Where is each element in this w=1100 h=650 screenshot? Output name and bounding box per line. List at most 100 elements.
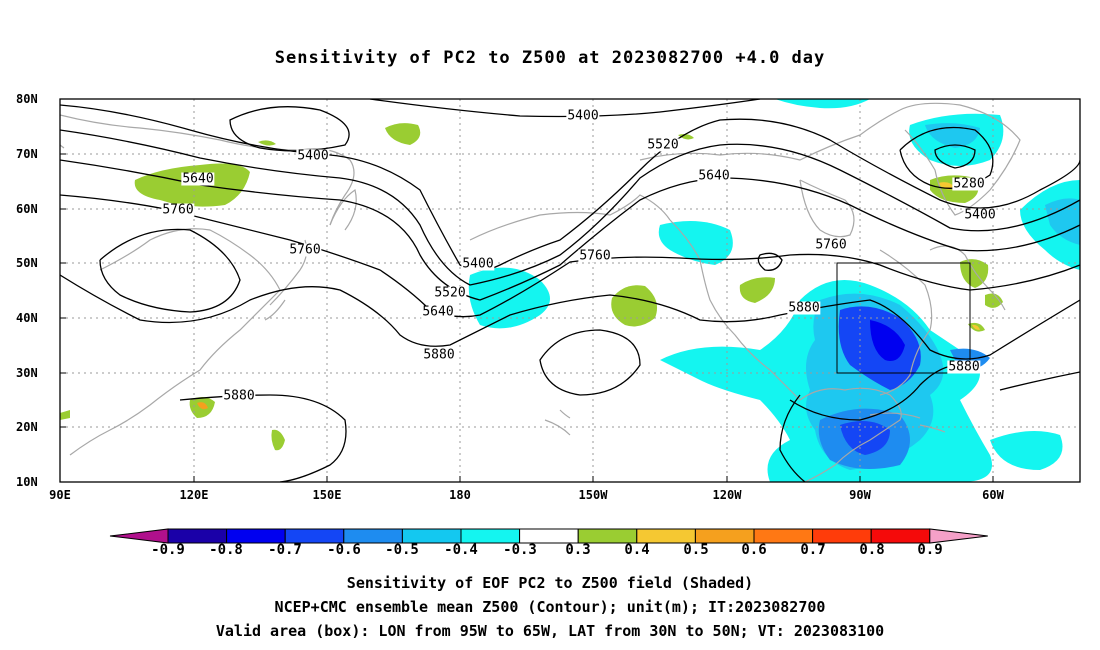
neg-region-top — [775, 99, 870, 109]
lat-label-60n: 60N — [16, 202, 38, 216]
contour-5760-sw — [99, 228, 241, 313]
colorbar-arrow-left — [109, 528, 169, 544]
lat-label-30n: 30N — [16, 366, 38, 380]
lat-label-50n: 50N — [16, 256, 38, 270]
coast-alaska — [469, 194, 671, 241]
pos-region-bermuda-core — [972, 324, 980, 330]
coast-greenland — [899, 102, 1021, 216]
colorbar-swatch — [870, 528, 931, 544]
colorbar-swatch — [753, 528, 814, 544]
contour-label: 5400 — [963, 207, 997, 223]
neg-region-east-low — [990, 431, 1063, 470]
lon-label-90w: 90W — [849, 488, 871, 502]
pos-region-rockies — [739, 277, 775, 303]
contour-label: 5520 — [646, 137, 680, 153]
contour-bay-east — [999, 371, 1080, 391]
contour-5520 — [60, 129, 1080, 286]
lat-label-20n: 20N — [16, 420, 38, 434]
colorbar-swatch — [636, 528, 696, 544]
contour-label: 5760 — [288, 242, 322, 258]
contour-label: 5760 — [578, 248, 612, 264]
contour-label: 5880 — [787, 300, 821, 316]
pos-region-philippines-core — [197, 402, 208, 410]
caption-line-3: Valid area (box): LON from 95W to 65W, L… — [215, 622, 885, 640]
contour-label: 5400 — [296, 148, 330, 164]
lon-label-120w: 120W — [712, 488, 742, 502]
lat-label-70n: 70N — [16, 147, 38, 161]
pos-region-pacific — [611, 285, 658, 327]
colorbar-swatch — [401, 528, 462, 544]
colorbar-label: -0.4 — [444, 542, 478, 558]
neg-region-south-deep — [840, 421, 890, 455]
coast-asia-north — [60, 114, 355, 226]
colorbar-label: 0.5 — [683, 542, 709, 558]
colorbar-label: -0.9 — [151, 542, 185, 558]
colorbar-swatch — [460, 528, 521, 544]
z500-contours — [60, 99, 1080, 482]
coast-na-west — [669, 219, 801, 401]
pos-region-nova — [985, 293, 1003, 308]
gridlines — [60, 99, 1080, 482]
lon-label-150e: 150E — [312, 488, 342, 502]
colorbar-swatch — [577, 528, 638, 544]
colorbar-swatch — [343, 528, 403, 544]
contour-gulf-south — [779, 394, 806, 482]
colorbar-label: -0.7 — [268, 542, 302, 558]
contour-5160 — [934, 144, 976, 169]
coast-hudson — [799, 179, 855, 238]
colorbar-label: -0.8 — [209, 542, 243, 558]
colorbar-label: 0.6 — [741, 542, 767, 558]
contour-5400-low — [229, 106, 350, 152]
lon-label-180: 180 — [449, 488, 471, 502]
lon-label-120e: 120E — [179, 488, 209, 502]
contour-label: 5400 — [461, 256, 495, 272]
lon-label-150w: 150W — [578, 488, 608, 502]
pos-region-westedge — [60, 410, 70, 420]
caption-line-1: Sensitivity of EOF PC2 to Z500 field (Sh… — [346, 574, 754, 592]
lon-label-90e: 90E — [49, 488, 71, 502]
colorbar-label: 0.3 — [565, 542, 591, 558]
contour-label: 5280 — [952, 176, 986, 192]
contour-5880 — [60, 274, 1080, 360]
contour-label: 5880 — [222, 388, 256, 404]
contour-label: 5400 — [566, 108, 600, 124]
colorbar-label: 0.8 — [859, 542, 885, 558]
pos-region-kam — [258, 140, 276, 146]
contour-label: 5640 — [421, 304, 455, 320]
colorbar-swatch — [812, 528, 872, 544]
colorbar-swatch — [694, 528, 755, 544]
coast-kamchatka — [329, 189, 357, 231]
colorbar-swatch — [167, 528, 228, 544]
colorbar-label: 0.9 — [917, 542, 943, 558]
contour-5280 — [899, 126, 994, 189]
coast-pacific-islands — [60, 144, 571, 436]
pos-region-alaska — [678, 134, 694, 140]
colorbar-label: 0.7 — [800, 542, 826, 558]
colorbar-label: -0.5 — [385, 542, 419, 558]
contour-label: 5760 — [161, 202, 195, 218]
contour-label: 5640 — [697, 168, 731, 184]
colorbar-label: 0.4 — [624, 542, 650, 558]
lat-label-10n: 10N — [16, 475, 38, 489]
coast-arctic-can — [639, 109, 901, 161]
contour-5880-low — [539, 329, 641, 396]
lon-label-60w: 60W — [982, 488, 1004, 502]
pos-region-okhotsk — [385, 123, 421, 145]
coast-gulf — [799, 387, 902, 482]
pos-region-guam — [271, 429, 285, 451]
chart-title: Sensitivity of PC2 to Z500 at 2023082700… — [274, 48, 826, 68]
plot-frame — [59, 98, 1081, 483]
neg-region-atlantic-deep — [1045, 198, 1080, 245]
caption-line-2: NCEP+CMC ensemble mean Z500 (Contour); u… — [274, 598, 826, 616]
lat-label-40n: 40N — [16, 311, 38, 325]
colorbar-label: -0.6 — [327, 542, 361, 558]
valid-area-box — [836, 262, 971, 374]
contour-5400-top — [369, 99, 761, 118]
contour-5760 — [60, 194, 1080, 318]
tick-marks — [60, 98, 994, 482]
contour-5880-gulf — [789, 364, 961, 421]
colorbar-arrow-right — [929, 528, 988, 544]
contour-label: 5640 — [181, 171, 215, 187]
colorbar-swatch — [519, 528, 579, 544]
coast-cuba — [869, 412, 946, 433]
